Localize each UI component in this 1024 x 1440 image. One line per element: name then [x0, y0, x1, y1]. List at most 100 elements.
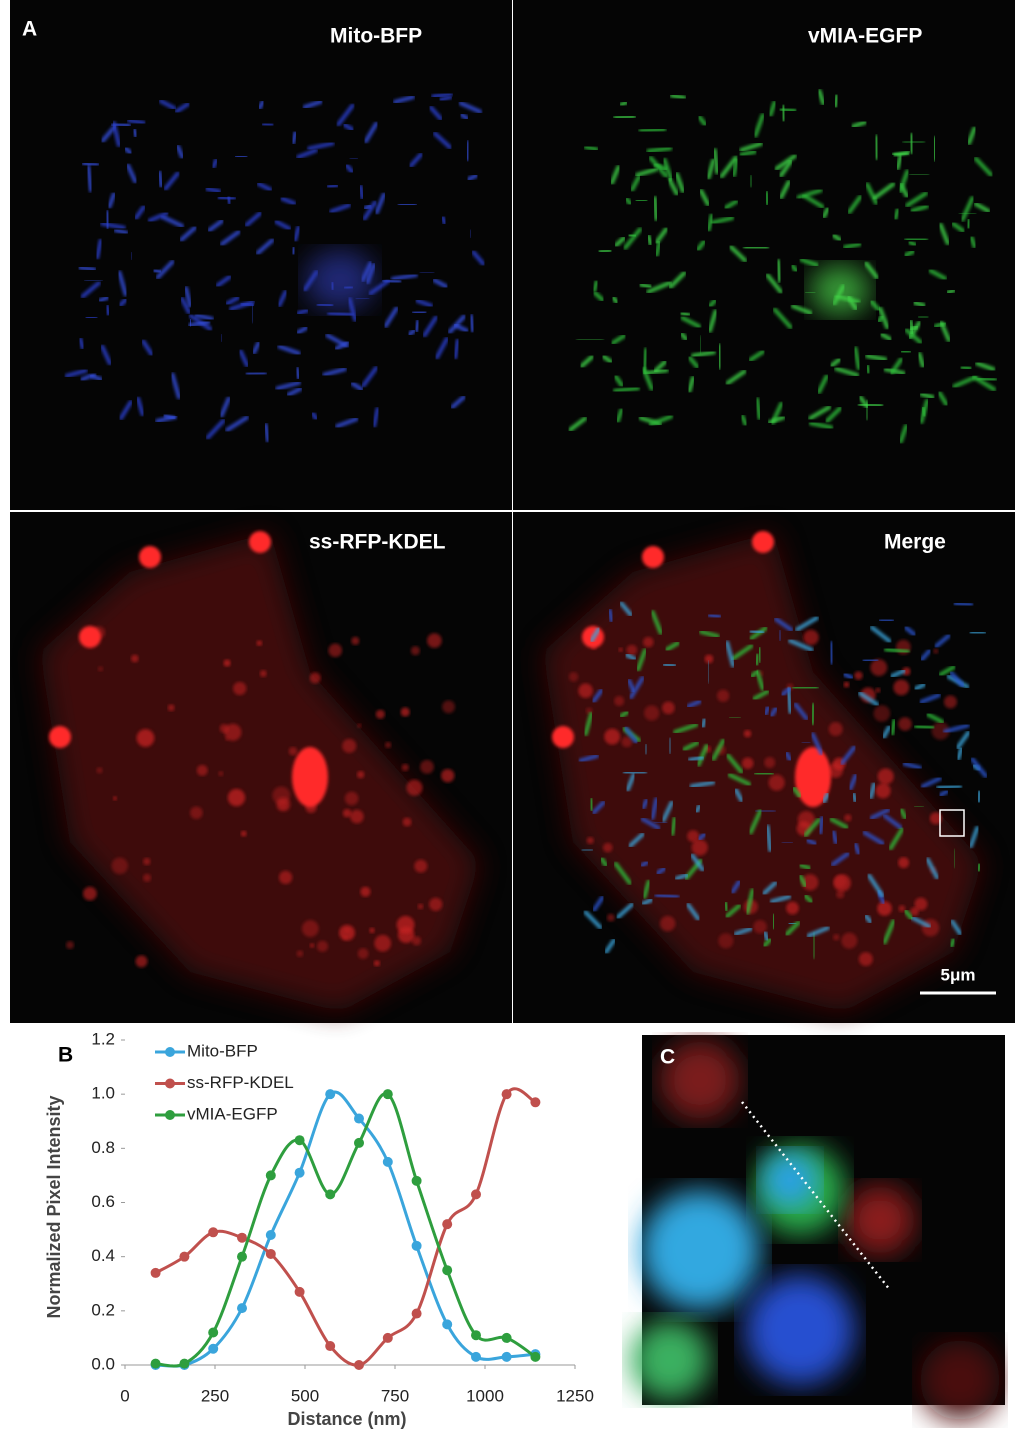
- mitochondrion: [739, 141, 763, 153]
- mitochondrion: [668, 270, 687, 289]
- mitochondrion: [755, 669, 765, 691]
- mitochondrion: [613, 861, 632, 885]
- er-speck: [342, 808, 352, 818]
- mitochondrion: [392, 94, 416, 105]
- er-speck: [272, 786, 291, 805]
- mitochondrion: [778, 159, 793, 178]
- er-speck: [614, 695, 625, 707]
- mitochondrion: [889, 718, 897, 736]
- mitochondrion: [583, 711, 594, 737]
- er-speck: [96, 767, 103, 774]
- zoom-blob: [845, 1185, 915, 1255]
- er-speck: [741, 757, 754, 770]
- er-speck: [218, 771, 224, 777]
- er-speck: [803, 629, 819, 646]
- mitochondrion: [217, 195, 237, 201]
- er-speck: [877, 768, 894, 785]
- mitochondrion: [326, 183, 340, 189]
- zoom-blob: [745, 1275, 855, 1385]
- er-speck: [691, 839, 708, 856]
- mitochondrion: [976, 789, 982, 804]
- mitochondrion: [690, 853, 705, 872]
- mitochondrion: [680, 315, 702, 329]
- y-tick-label: 1.0: [91, 1084, 115, 1103]
- mitochondrion: [975, 361, 996, 372]
- mitochondrion: [275, 380, 302, 391]
- er-speck: [875, 783, 891, 799]
- mitochondrion: [769, 706, 779, 718]
- mitochondrion: [764, 190, 770, 206]
- x-tick-label: 1250: [556, 1386, 594, 1405]
- mitochondrion: [853, 842, 861, 856]
- mitochondrion: [694, 804, 702, 814]
- image-title: Mito-BFP: [330, 25, 422, 48]
- mitochondrion: [613, 235, 627, 248]
- mitochondrion: [358, 184, 365, 200]
- mitochondrion: [471, 250, 486, 266]
- mitochondrion: [648, 414, 674, 427]
- mitochondrion: [238, 349, 250, 368]
- er-speck: [136, 729, 155, 747]
- mitochondrion: [613, 114, 636, 120]
- zoom-blob: [762, 1152, 818, 1208]
- mitochondrion: [568, 416, 588, 432]
- mitochondrion: [876, 314, 885, 324]
- er-speck: [429, 897, 443, 911]
- data-point: [442, 1319, 453, 1330]
- mitochondrion: [752, 689, 770, 701]
- mitochondrion: [899, 349, 912, 355]
- mitochondrion: [638, 282, 653, 290]
- er-speck: [130, 654, 139, 663]
- image-title: vMIA-EGFP: [808, 25, 922, 48]
- er-speck: [659, 915, 676, 932]
- mitochondrion: [919, 392, 935, 400]
- mitochondrion: [936, 783, 963, 790]
- mitochondrion: [219, 396, 231, 418]
- mitochondrion: [158, 99, 177, 111]
- er-speck: [717, 689, 730, 702]
- mitochondrion: [952, 375, 978, 389]
- data-point: [237, 1232, 247, 1243]
- mitochondrion: [211, 158, 219, 170]
- mitochondrion: [743, 245, 770, 251]
- mitochondrion: [724, 903, 742, 919]
- mitochondrion: [753, 113, 765, 138]
- mitochondrion: [613, 374, 624, 388]
- x-tick-label: 750: [381, 1386, 409, 1405]
- mitochondrion: [669, 93, 687, 100]
- mitochondrion: [589, 626, 601, 643]
- mitochondrion: [157, 170, 164, 188]
- mitochondrion: [777, 629, 783, 642]
- mitochondrion: [840, 745, 857, 765]
- legend-marker: [165, 1110, 175, 1120]
- mitochondrion: [111, 120, 122, 148]
- er-speck: [233, 681, 247, 696]
- er-speck: [240, 830, 247, 837]
- mitochondrion: [878, 617, 895, 623]
- mitochondrion: [362, 203, 373, 211]
- mitochondrion: [883, 647, 910, 655]
- er-speck: [836, 890, 845, 899]
- mitochondrion: [180, 296, 191, 315]
- mitochondrion: [706, 158, 716, 180]
- mitochondrion: [465, 140, 471, 162]
- data-point: [411, 1175, 422, 1186]
- mitochondrion: [152, 268, 163, 275]
- mitochondrion: [793, 702, 809, 721]
- mitochondrion: [805, 838, 818, 847]
- data-point: [237, 1303, 247, 1314]
- mitochondrion: [754, 397, 762, 420]
- mitochondrion: [687, 375, 696, 394]
- mitochondrion: [619, 601, 633, 617]
- er-speck: [82, 886, 97, 901]
- mitochondrion: [762, 930, 770, 942]
- mitochondrion: [798, 874, 808, 888]
- data-point: [179, 1251, 190, 1262]
- mitochondrion: [913, 682, 927, 691]
- mitochondrion: [640, 816, 661, 831]
- mitochondrion: [244, 211, 263, 228]
- mitochondrion: [635, 167, 658, 178]
- mitochondrion: [438, 94, 453, 102]
- er-speck: [873, 705, 891, 722]
- mitochondrion: [277, 344, 301, 356]
